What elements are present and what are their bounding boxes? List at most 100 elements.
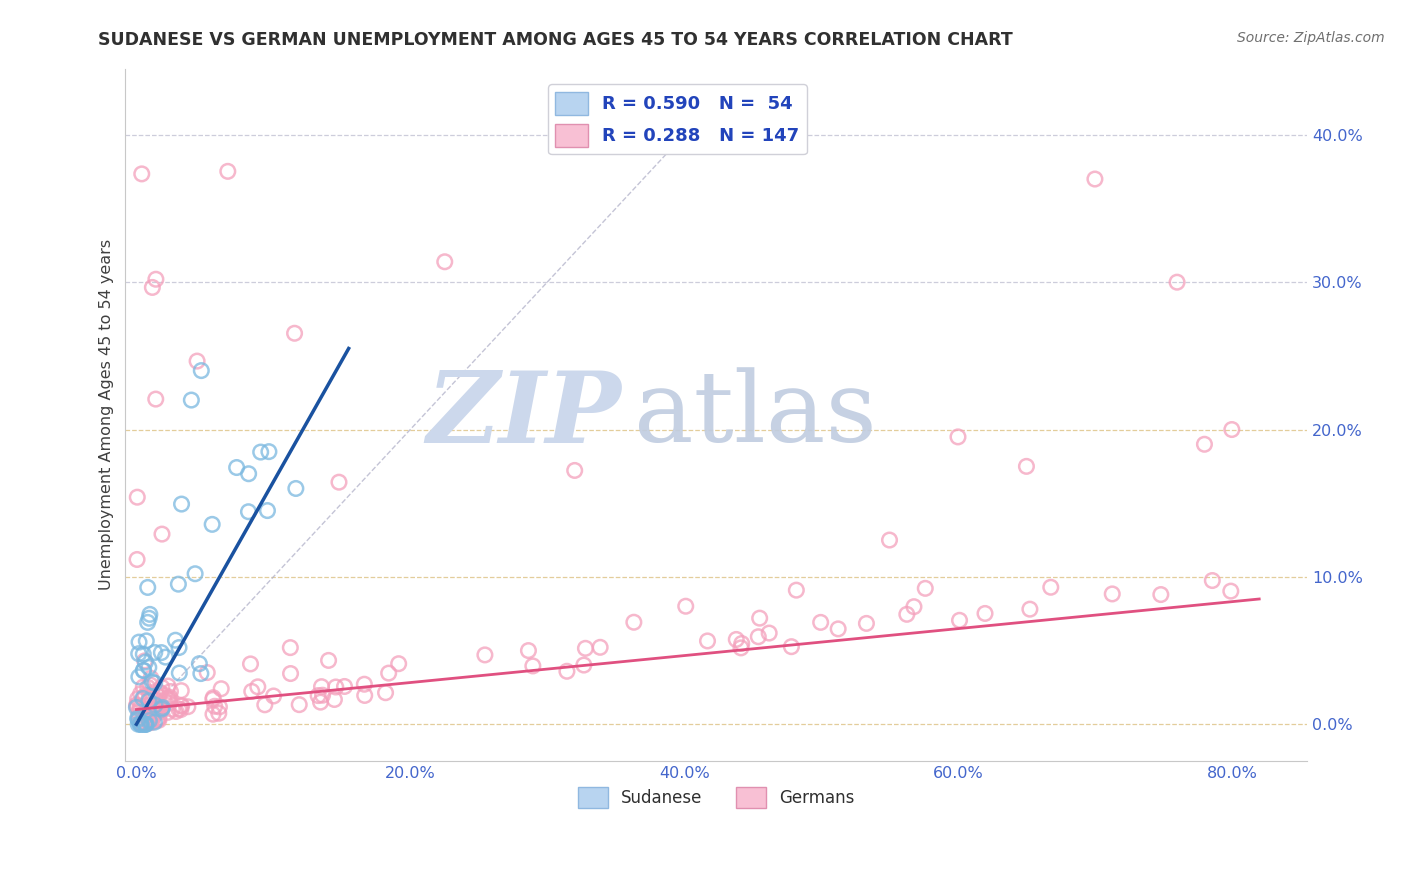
Point xyxy=(132,663,155,677)
Point xyxy=(1150,588,1173,602)
Point xyxy=(256,503,278,517)
Point xyxy=(948,613,970,627)
Point xyxy=(238,505,260,519)
Point xyxy=(307,689,329,703)
Point xyxy=(747,630,769,644)
Point xyxy=(284,482,307,496)
Point xyxy=(574,641,596,656)
Point xyxy=(167,640,190,655)
Point xyxy=(141,715,163,730)
Point xyxy=(149,697,172,711)
Point xyxy=(208,706,231,721)
Point xyxy=(134,714,156,729)
Point xyxy=(309,695,332,709)
Point xyxy=(125,700,148,714)
Point xyxy=(125,552,148,566)
Point xyxy=(146,698,169,713)
Point xyxy=(517,643,540,657)
Point xyxy=(1220,423,1243,437)
Point xyxy=(209,681,232,696)
Point xyxy=(879,533,901,547)
Point xyxy=(143,705,166,719)
Point xyxy=(132,691,155,706)
Point xyxy=(149,705,172,719)
Point xyxy=(141,280,163,294)
Point xyxy=(146,713,169,727)
Point xyxy=(238,467,260,481)
Point xyxy=(284,326,307,341)
Point xyxy=(138,688,160,702)
Point xyxy=(1019,602,1042,616)
Point xyxy=(143,698,166,713)
Point xyxy=(564,463,586,477)
Point xyxy=(159,684,181,698)
Point xyxy=(1201,574,1223,588)
Point xyxy=(170,497,193,511)
Point xyxy=(134,717,156,731)
Point xyxy=(148,685,170,699)
Point xyxy=(156,691,179,706)
Point xyxy=(201,692,224,706)
Point xyxy=(135,633,157,648)
Point xyxy=(201,517,224,532)
Point xyxy=(150,527,173,541)
Point xyxy=(149,685,172,699)
Point xyxy=(325,680,347,694)
Point xyxy=(138,711,160,725)
Point xyxy=(748,611,770,625)
Text: SUDANESE VS GERMAN UNEMPLOYMENT AMONG AGES 45 TO 54 YEARS CORRELATION CHART: SUDANESE VS GERMAN UNEMPLOYMENT AMONG AG… xyxy=(98,31,1014,49)
Point xyxy=(780,640,803,654)
Point xyxy=(208,700,231,714)
Point xyxy=(138,694,160,708)
Point xyxy=(138,714,160,729)
Point xyxy=(903,599,925,614)
Point xyxy=(143,702,166,716)
Point xyxy=(278,640,301,655)
Point xyxy=(896,607,918,622)
Point xyxy=(1194,437,1216,451)
Point xyxy=(128,708,150,723)
Point xyxy=(132,690,155,705)
Point xyxy=(134,689,156,703)
Point xyxy=(150,646,173,660)
Point xyxy=(202,690,225,705)
Point xyxy=(141,675,163,690)
Point xyxy=(253,698,276,712)
Point xyxy=(138,714,160,728)
Point xyxy=(128,705,150,719)
Point xyxy=(127,490,149,504)
Point xyxy=(288,698,311,712)
Point xyxy=(170,698,193,713)
Point xyxy=(204,699,226,714)
Point xyxy=(138,660,160,674)
Point xyxy=(246,680,269,694)
Point xyxy=(129,717,152,731)
Point xyxy=(1166,275,1188,289)
Point xyxy=(696,634,718,648)
Point xyxy=(589,640,612,655)
Point xyxy=(156,706,179,720)
Point xyxy=(143,645,166,659)
Point xyxy=(170,683,193,698)
Point xyxy=(138,611,160,625)
Point xyxy=(388,657,411,671)
Point xyxy=(730,640,752,655)
Point xyxy=(134,654,156,668)
Point xyxy=(725,632,748,647)
Point xyxy=(139,678,162,692)
Point xyxy=(1101,587,1123,601)
Point xyxy=(138,715,160,730)
Point xyxy=(128,635,150,649)
Point xyxy=(1219,584,1241,599)
Point xyxy=(146,712,169,726)
Legend: Sudanese, Germans: Sudanese, Germans xyxy=(571,780,862,815)
Point xyxy=(142,711,165,725)
Point xyxy=(946,430,969,444)
Point xyxy=(136,681,159,695)
Point xyxy=(1015,459,1038,474)
Point xyxy=(522,659,544,673)
Point xyxy=(353,689,375,703)
Point xyxy=(240,684,263,698)
Point xyxy=(1084,172,1107,186)
Point xyxy=(169,666,191,681)
